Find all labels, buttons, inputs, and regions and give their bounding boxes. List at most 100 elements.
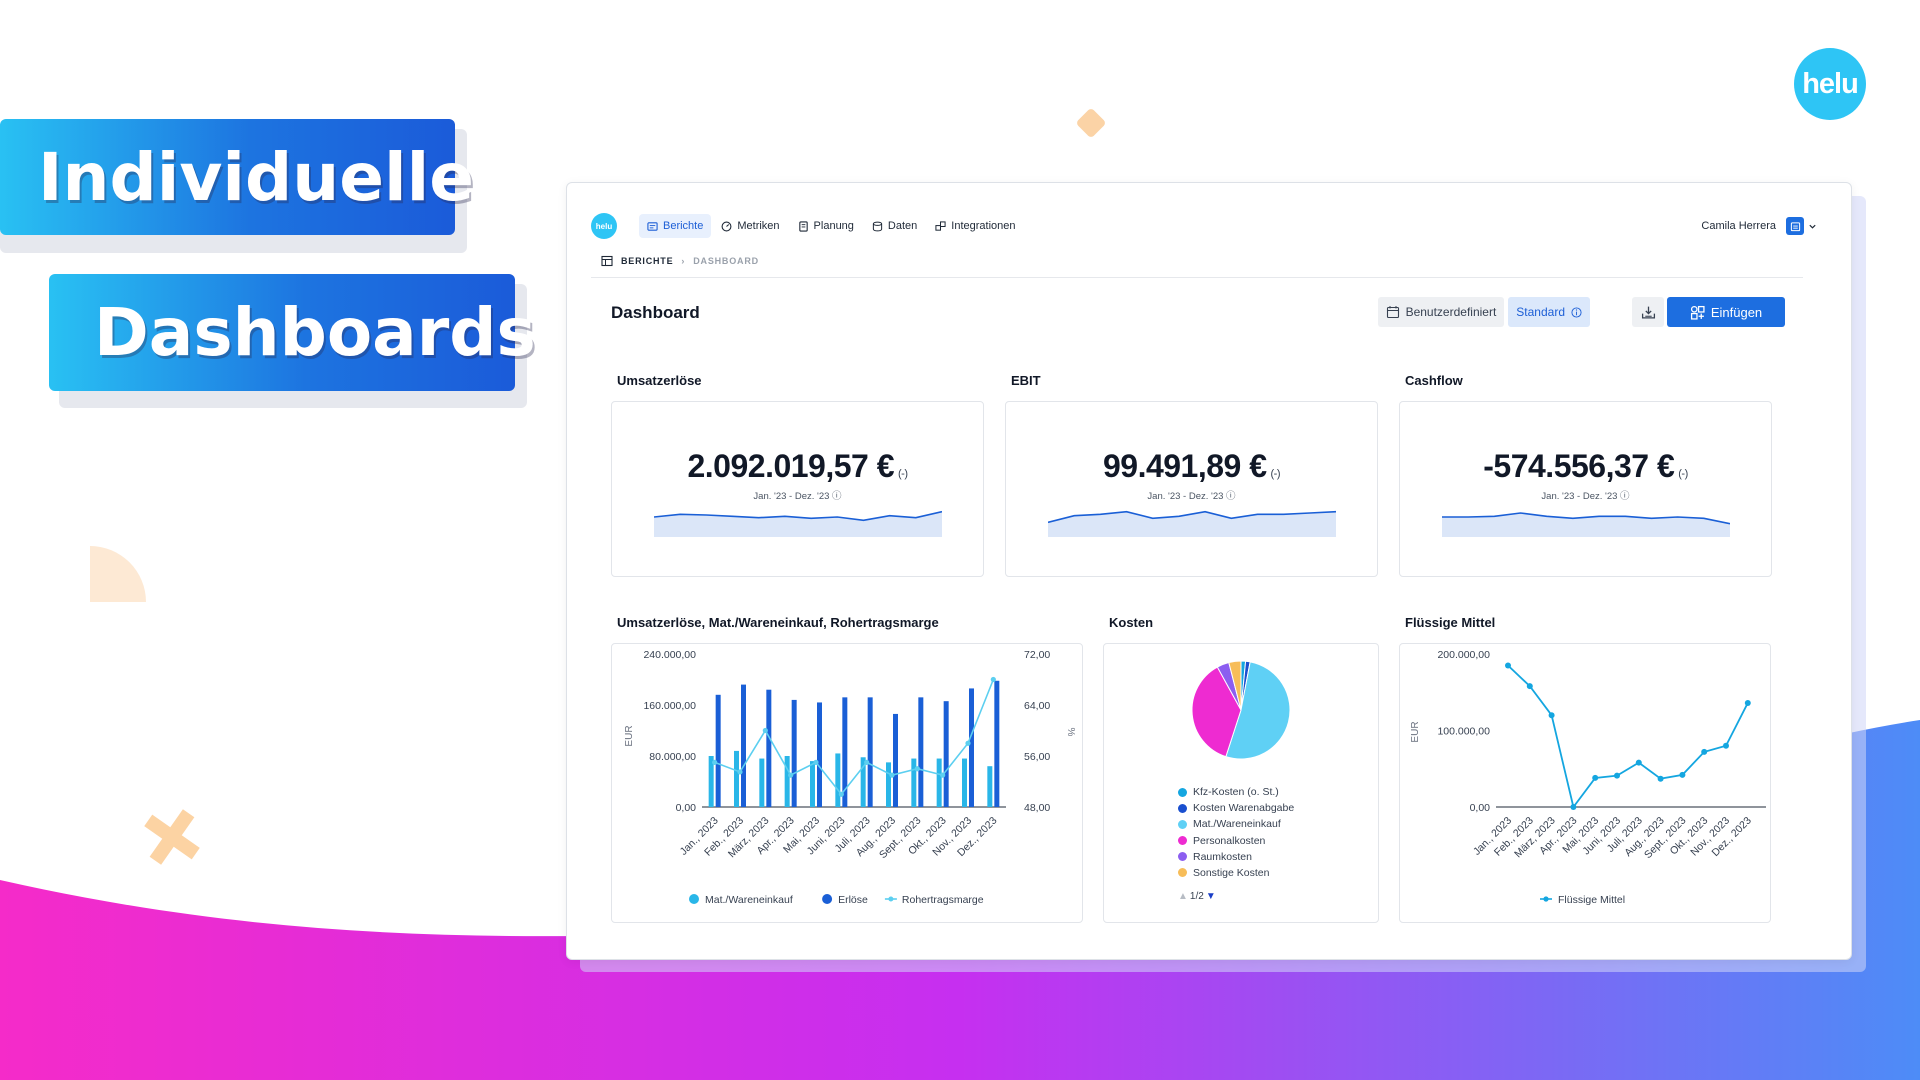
legend-marker	[1178, 787, 1187, 797]
point-rohertragsmarge	[762, 727, 768, 734]
bar-erloese	[766, 689, 772, 807]
standard-period-button[interactable]: Standard	[1508, 297, 1590, 327]
point-rohertragsmarge	[737, 769, 743, 775]
pager-text: 1/2	[1189, 891, 1204, 902]
bar-mat-wareneinkauf	[962, 758, 967, 807]
bar-erloese	[969, 688, 974, 807]
pager-down-icon[interactable]: ▼	[1205, 891, 1216, 902]
sparkline-line	[1442, 512, 1730, 525]
y-tick-label: 80.000,00	[649, 751, 696, 763]
line-rohertragsmarge	[714, 679, 995, 796]
kpi-title-revenue: Umsatzerlöse	[617, 373, 702, 388]
info-icon[interactable]	[1571, 306, 1582, 318]
info-icon[interactable]: ⓘ	[832, 491, 842, 502]
nav-item-planung[interactable]: Planung	[790, 214, 862, 238]
bar-erloese	[994, 680, 1000, 807]
combo-chart-card[interactable]: 240.000,00 160.000,00 80.000,00 0,00 72,00 64…	[611, 643, 1083, 923]
info-icon[interactable]: ⓘ	[1620, 491, 1630, 502]
kpi-period: Jan. '23 - Dez. '23 ⓘ	[1006, 488, 1377, 502]
pie-legend-item[interactable]: Kosten Warenabgabe	[1178, 802, 1294, 814]
user-avatar[interactable]	[1786, 217, 1804, 235]
sparkline-line	[654, 510, 942, 522]
point-rohertragsmarge	[838, 791, 844, 797]
kpi-sparkline	[654, 510, 942, 537]
point-fluessige-mittel	[1679, 771, 1686, 778]
app-logo[interactable]: helu	[591, 213, 617, 239]
bar-erloese	[842, 697, 848, 807]
breadcrumb: BERICHTE › DASHBOARD	[601, 255, 759, 267]
kpi-card-ebit[interactable]: 99.491,89 € (-) Jan. '23 - Dez. '23 ⓘ	[1005, 401, 1378, 577]
point-rohertragsmarge	[914, 766, 920, 772]
nav-item-berichte[interactable]: Berichte	[639, 214, 712, 238]
liquid-chart-card[interactable]: 200.000,00 100.000,00 0,00 EUR Jan., 2023 Feb…	[1399, 643, 1771, 923]
nav-label: Integrationen	[951, 220, 1016, 232]
hero-title-line1: Individuelle	[0, 119, 474, 235]
pie-legend-item[interactable]: Raumkosten	[1178, 851, 1294, 863]
kpi-card-revenue[interactable]: 2.092.019,57 € (-) Jan. '23 - Dez. '23 ⓘ	[611, 401, 984, 577]
standard-period-label: Standard	[1516, 305, 1565, 319]
legend-marker	[1178, 819, 1187, 829]
integrations-icon	[935, 220, 946, 231]
pie-legend-item[interactable]: Sonstige Kosten	[1178, 867, 1294, 879]
point-rohertragsmarge	[788, 772, 794, 778]
point-fluessige-mittel	[1614, 772, 1620, 779]
point-fluessige-mittel	[1657, 775, 1664, 782]
pie-legend-item[interactable]: Mat./Wareneinkauf	[1178, 818, 1294, 830]
toolbar: Benutzerdefiniert Standard Einfügen	[1377, 297, 1785, 327]
kpi-card-cashflow[interactable]: -574.556,37 € (-) Jan. '23 - Dez. '23 ⓘ	[1399, 401, 1772, 577]
pie-slice	[1191, 666, 1242, 758]
pie-legend-item[interactable]: Personalkosten	[1178, 835, 1294, 847]
point-fluessige-mittel	[1744, 699, 1751, 706]
custom-period-label: Benutzerdefiniert	[1405, 305, 1497, 319]
y-axis-label: EUR	[624, 725, 635, 746]
point-rohertragsmarge	[940, 772, 946, 778]
legend-label: Kfz-Kosten (o. St.)	[1193, 786, 1279, 798]
liquid-chart-title: Flüssige Mittel	[1405, 615, 1496, 630]
legend-marker	[1543, 896, 1549, 902]
bar-mat-wareneinkauf	[860, 757, 866, 807]
y-tick-label: 200.000,00	[1437, 649, 1490, 661]
sparkline-line	[1048, 510, 1336, 524]
breadcrumb-root[interactable]: BERICHTE	[621, 256, 674, 266]
user-name: Camila Herrera	[1701, 220, 1776, 232]
kpi-amount: 99.491,89 €	[1102, 448, 1267, 484]
custom-period-button[interactable]: Benutzerdefiniert	[1377, 297, 1505, 327]
legend-marker	[1178, 868, 1187, 878]
app-window: helu Berichte Metriken Planung Daten Int…	[566, 182, 1852, 960]
kpi-amount: -574.556,37 €	[1483, 448, 1675, 484]
legend-marker	[1178, 836, 1187, 846]
legend-marker	[888, 896, 894, 902]
kpi-suffix: (-)	[1270, 468, 1281, 480]
chevron-down-icon[interactable]	[1808, 222, 1817, 231]
report-icon	[647, 221, 658, 231]
calendar-icon	[1386, 306, 1399, 319]
pie-legend-item[interactable]: Kfz-Kosten (o. St.)	[1178, 786, 1294, 798]
nav-item-integrationen[interactable]: Integrationen	[927, 214, 1023, 238]
bar-mat-wareneinkauf	[759, 758, 765, 807]
legend-label: Mat./Wareneinkauf	[705, 894, 793, 906]
bar-mat-wareneinkauf	[911, 758, 917, 807]
bar-erloese	[867, 697, 873, 807]
pie-slice	[1228, 660, 1242, 711]
pager-up-icon[interactable]: ▲	[1178, 891, 1188, 902]
download-button[interactable]	[1632, 297, 1664, 327]
widgets-icon	[1690, 305, 1705, 320]
y-tick-label: 0,00	[676, 802, 697, 814]
y2-tick-label: 48,00	[1024, 802, 1050, 814]
point-rohertragsmarge	[990, 676, 996, 683]
pie-chart-card[interactable]: Kfz-Kosten (o. St.) Kosten Warenabgabe Mat…	[1103, 643, 1379, 923]
insert-button[interactable]: Einfügen	[1667, 297, 1785, 327]
bar-erloese	[893, 713, 898, 807]
line-fluessige-mittel	[1507, 664, 1749, 810]
bar-mat-wareneinkauf	[784, 756, 790, 807]
calendar-icon	[1790, 221, 1800, 231]
point-rohertragsmarge	[864, 759, 870, 765]
nav-item-daten[interactable]: Daten	[864, 214, 925, 238]
user-menu[interactable]: Camila Herrera	[1701, 217, 1817, 235]
nav-label: Daten	[887, 220, 918, 232]
info-icon[interactable]: ⓘ	[1226, 491, 1236, 502]
nav-item-metriken[interactable]: Metriken	[713, 214, 787, 238]
pie-legend: Kfz-Kosten (o. St.) Kosten Warenabgabe Mat…	[1178, 786, 1294, 883]
point-fluessige-mittel	[1505, 662, 1511, 669]
